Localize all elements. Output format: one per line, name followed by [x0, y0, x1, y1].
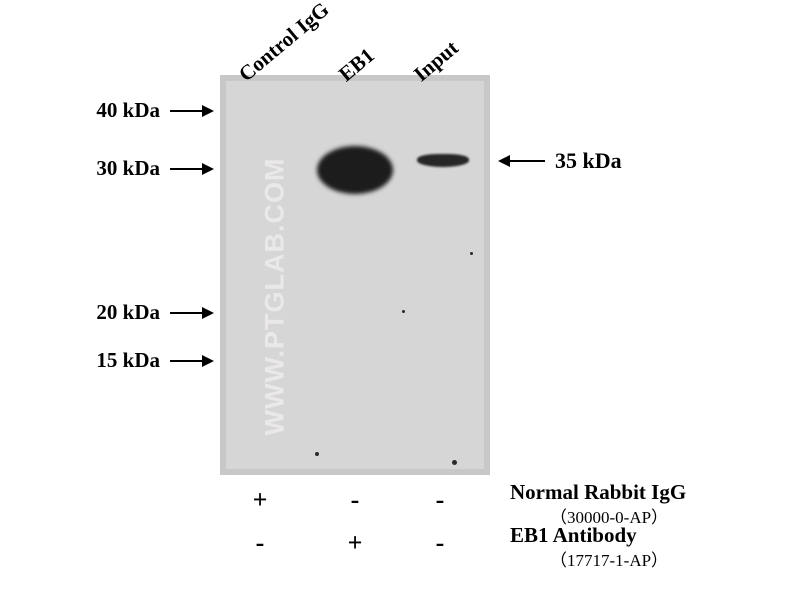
matrix-cell: -: [425, 485, 455, 515]
antibody-catno-eb1: （17717-1-AP）: [550, 546, 668, 571]
matrix-cell: +: [340, 528, 370, 558]
mw-40kda: 40 kDa: [70, 98, 160, 123]
watermark-text: WWW.PTGLAB.COM: [259, 158, 290, 436]
blot-inner: WWW.PTGLAB.COM: [226, 81, 484, 469]
mw-30kda: 30 kDa: [70, 156, 160, 181]
arrow-icon: [170, 312, 212, 314]
speck: [402, 310, 405, 313]
matrix-cell: -: [245, 528, 275, 558]
mw-20kda: 20 kDa: [70, 300, 160, 325]
lane-label-control-igg: Control IgG: [234, 0, 334, 87]
detected-band-label: 35 kDa: [555, 148, 622, 174]
western-blot-membrane: WWW.PTGLAB.COM: [220, 75, 490, 475]
speck: [315, 452, 319, 456]
matrix-cell: -: [340, 485, 370, 515]
band-eb1: [317, 146, 393, 194]
arrow-icon: [170, 110, 212, 112]
antibody-label-normal-igg: Normal Rabbit IgG: [510, 480, 686, 505]
band-input: [417, 154, 469, 167]
arrow-icon: [500, 160, 545, 162]
matrix-cell: +: [245, 485, 275, 515]
arrow-icon: [170, 168, 212, 170]
matrix-cell: -: [425, 528, 455, 558]
speck: [470, 252, 473, 255]
speck: [452, 460, 457, 465]
figure-container: WWW.PTGLAB.COM Control IgG EB1 Input 40 …: [0, 0, 800, 600]
mw-15kda: 15 kDa: [70, 348, 160, 373]
arrow-icon: [170, 360, 212, 362]
antibody-label-eb1: EB1 Antibody: [510, 523, 637, 548]
